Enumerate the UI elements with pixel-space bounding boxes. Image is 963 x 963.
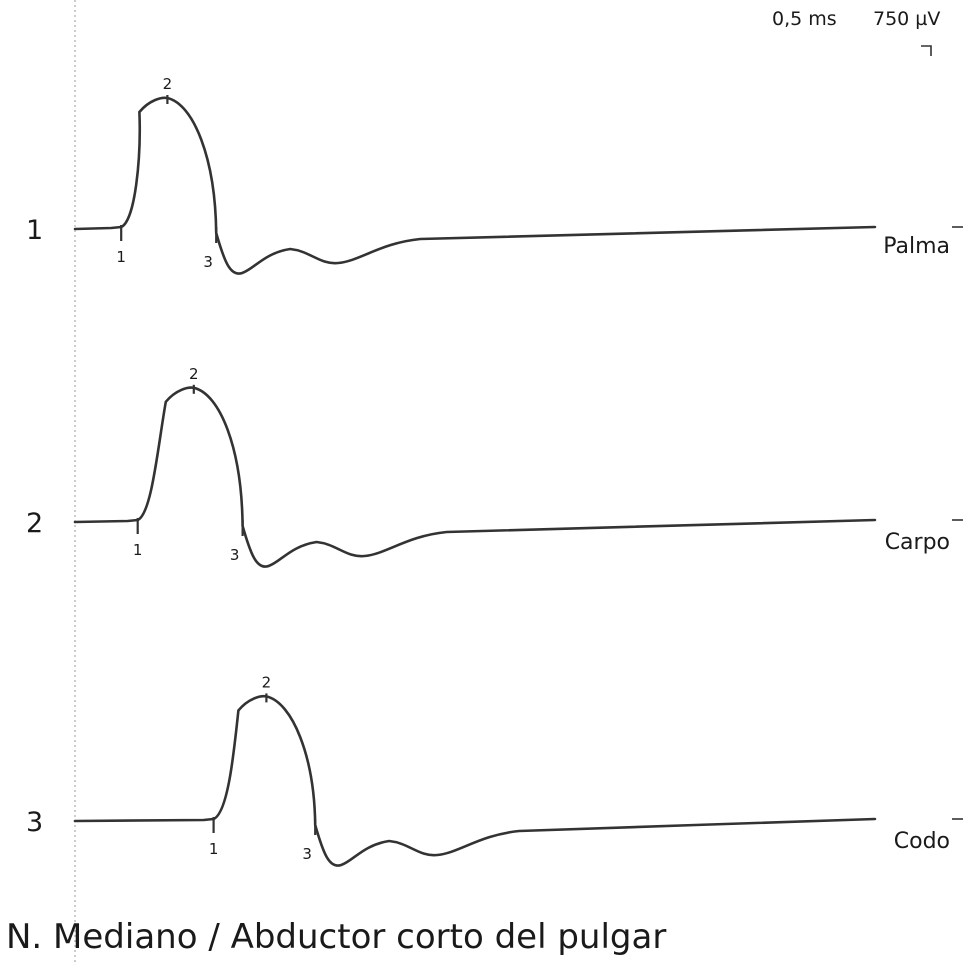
traces-group: 1 Palma 1 2 3 2 Carpo 1 2 3 3 Codo 1 2 3 xyxy=(26,75,963,867)
chart-title: N. Mediano / Abductor corto del pulgar xyxy=(6,917,666,957)
waveform-trace-1 xyxy=(73,96,877,275)
scale-indicator: 0,5 ms 750 µV xyxy=(772,8,940,56)
marker-label: 2 xyxy=(189,365,199,383)
waveform-trace-3 xyxy=(73,694,877,867)
trace-site-label: Codo xyxy=(894,829,950,854)
amplitude-scale-label: 750 µV xyxy=(873,8,940,30)
trace-number: 3 xyxy=(26,807,43,838)
marker-label: 1 xyxy=(209,840,219,858)
marker-label: 2 xyxy=(262,673,272,691)
trace-number: 1 xyxy=(26,215,43,246)
trace-number: 2 xyxy=(26,508,43,539)
marker-label: 3 xyxy=(203,253,213,271)
marker-label: 1 xyxy=(116,248,126,266)
scale-corner-mark xyxy=(921,45,932,56)
marker-label: 3 xyxy=(302,845,312,863)
trace-site-label: Carpo xyxy=(885,530,950,555)
time-scale-label: 0,5 ms xyxy=(772,8,837,30)
marker-label: 1 xyxy=(133,541,143,559)
marker-label: 3 xyxy=(230,546,240,564)
waveform-trace-2 xyxy=(73,386,877,568)
marker-label: 2 xyxy=(163,75,173,93)
trace-site-label: Palma xyxy=(883,234,950,259)
